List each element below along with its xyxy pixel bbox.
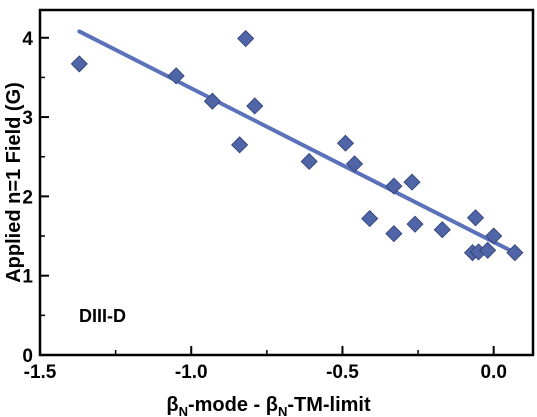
data-point (246, 97, 264, 115)
x-axis-label: βN-mode - βN-TM-limit (166, 394, 371, 417)
y-tick-label: 2 (22, 187, 33, 208)
chart-annotation: DIII-D (79, 306, 126, 326)
data-points-layer (70, 29, 524, 262)
data-point (70, 55, 88, 73)
y-tick-label: 1 (22, 267, 33, 288)
data-point (385, 177, 403, 195)
data-point (406, 215, 424, 233)
x-tick-label: -0.5 (326, 362, 359, 383)
data-point (300, 152, 318, 171)
fit-line (77, 29, 520, 257)
y-tick-label: 4 (22, 29, 33, 50)
axes-layer: -1.5 -1.0 -0.5 0.0 0 1 2 3 4 (22, 29, 506, 383)
y-axis-label: Applied n=1 Field (G) (3, 82, 25, 283)
data-point (403, 173, 421, 191)
y-tick-label: 0 (22, 346, 33, 367)
data-point (385, 225, 403, 243)
y-tick-label: 3 (22, 108, 33, 129)
data-point (345, 155, 364, 173)
data-point (506, 244, 524, 262)
fit-line-layer (77, 29, 520, 257)
data-point (237, 29, 255, 48)
x-tick-label: -1.0 (175, 362, 208, 383)
data-point (203, 92, 221, 110)
data-point (466, 209, 485, 227)
data-point (231, 136, 249, 154)
plot-frame (38, 8, 535, 357)
data-point (361, 210, 379, 228)
data-point (433, 221, 451, 239)
x-tick-label: 0.0 (480, 362, 506, 383)
data-point (479, 241, 497, 259)
x-tick-label: -1.5 (24, 362, 57, 383)
data-point (485, 227, 503, 245)
data-point (167, 67, 185, 85)
data-point (336, 134, 355, 152)
